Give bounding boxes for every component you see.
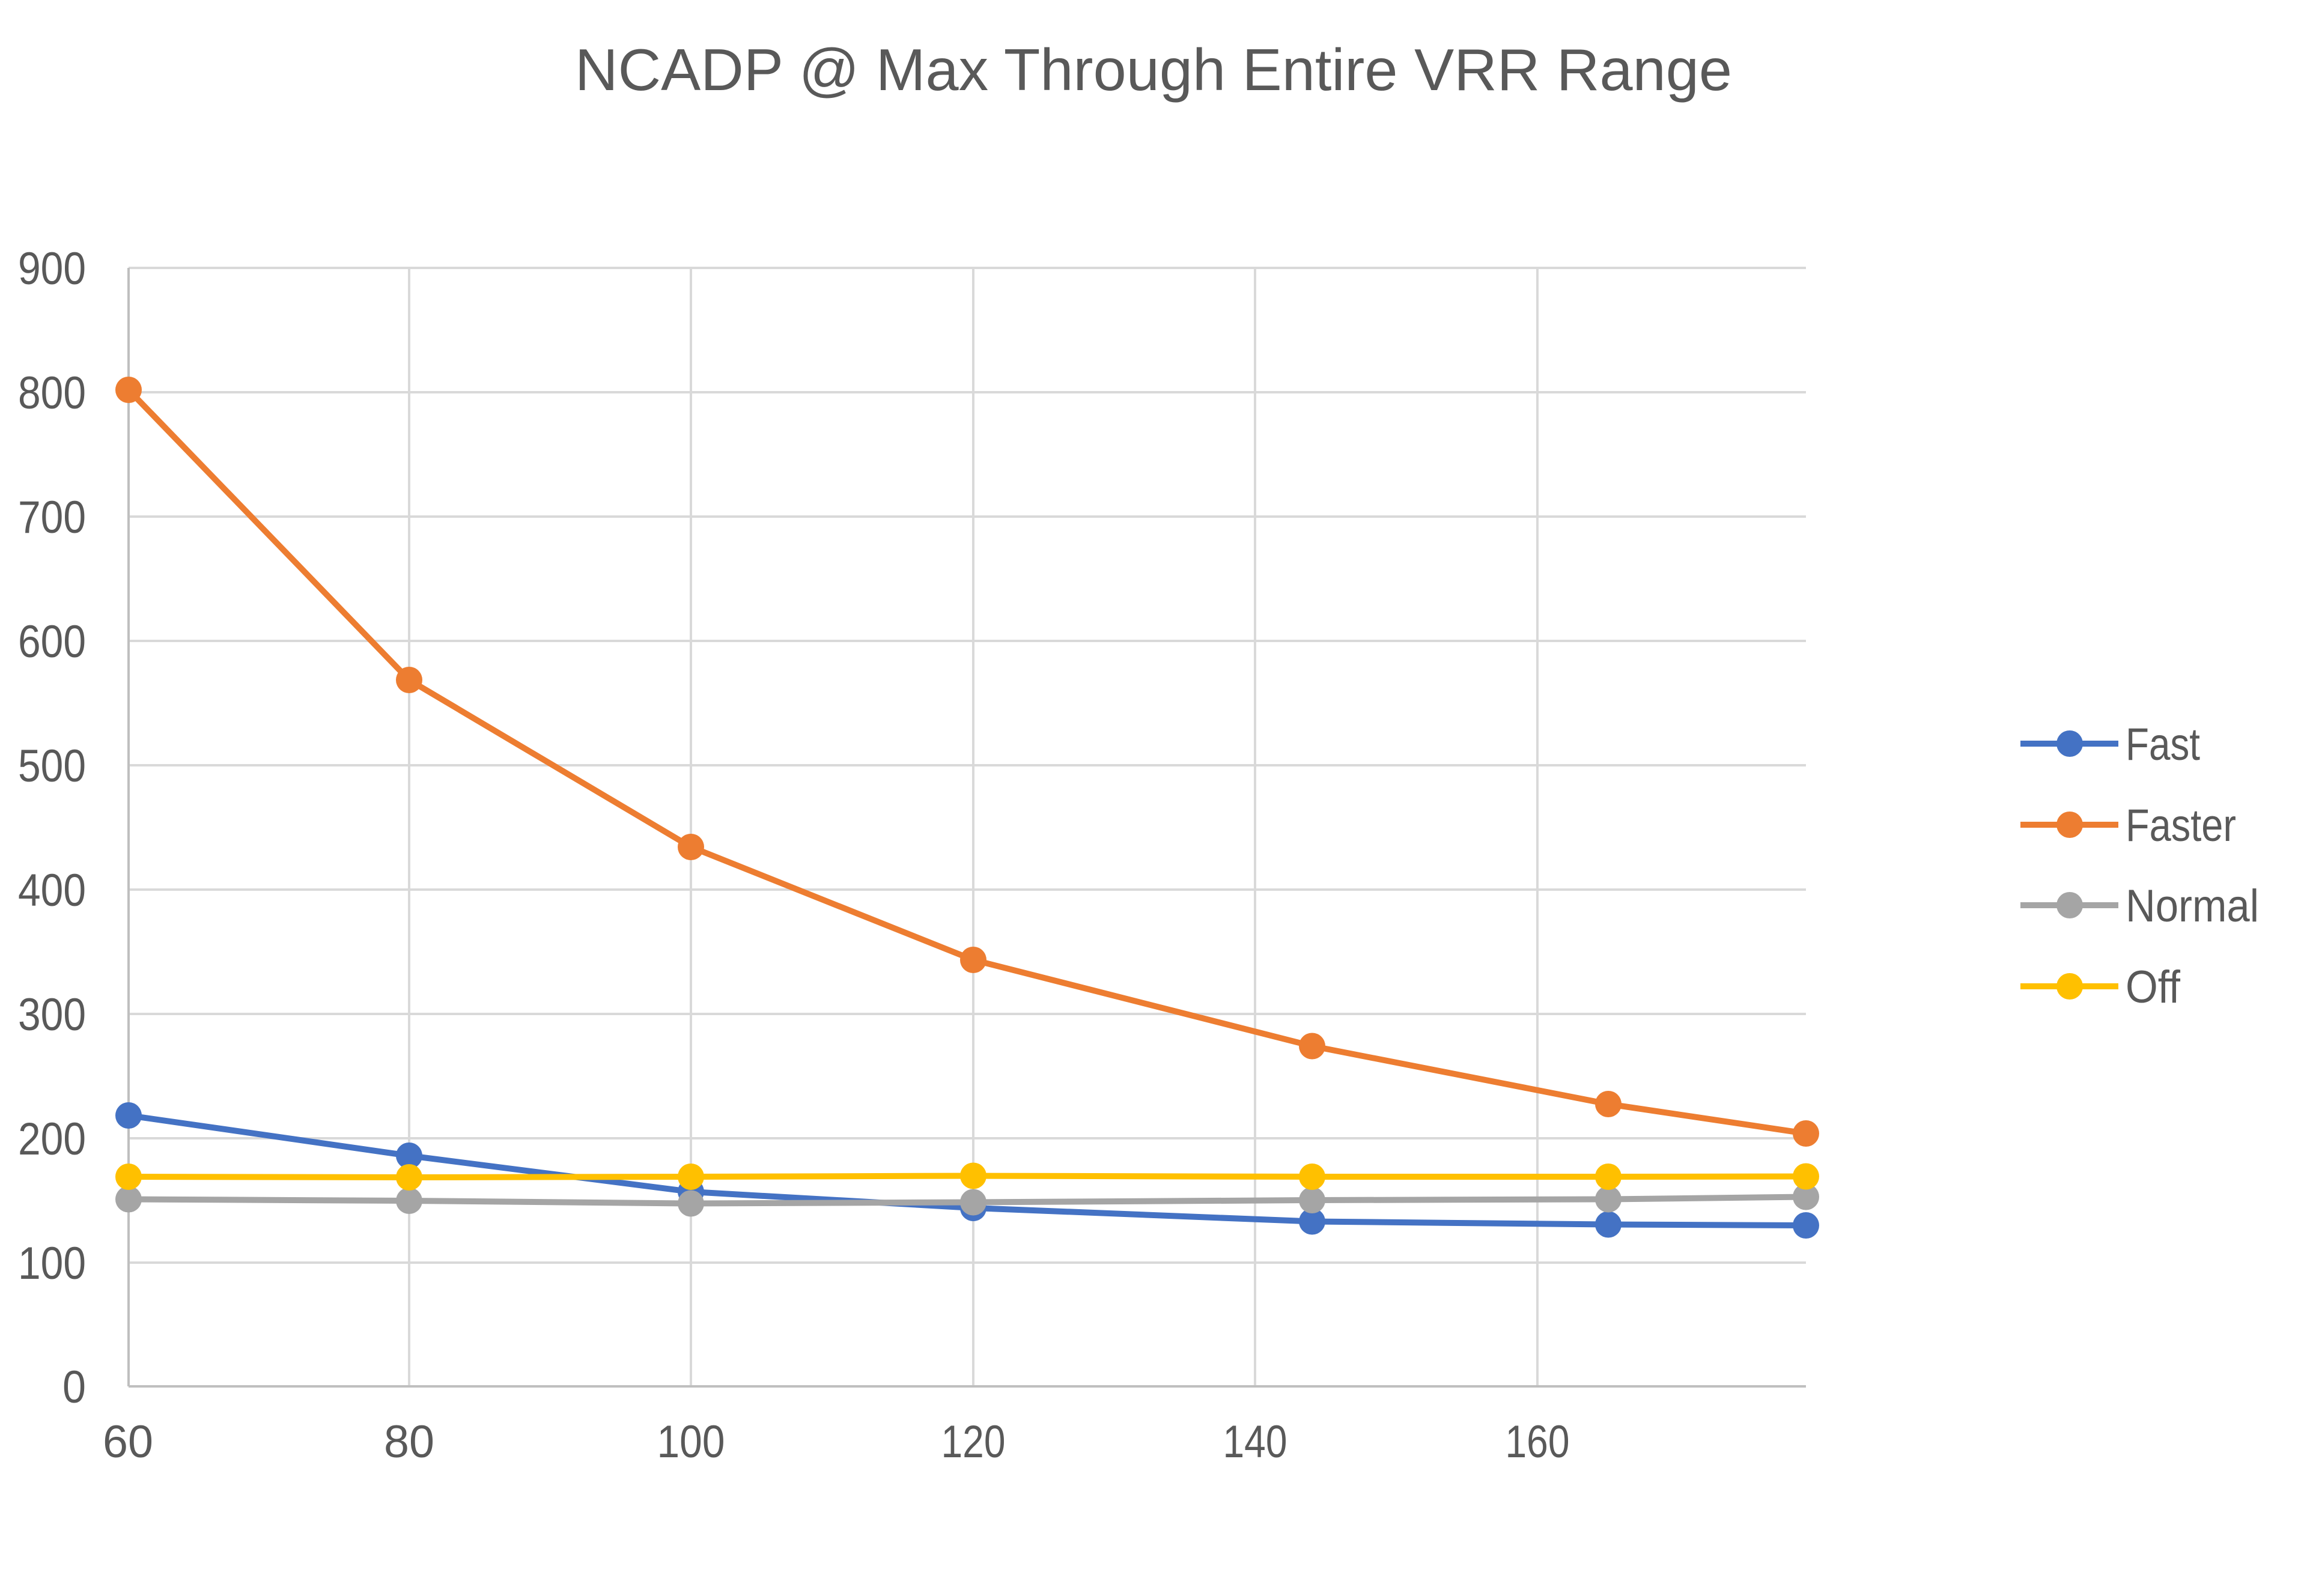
svg-text:100: 100	[18, 1238, 86, 1289]
svg-text:120: 120	[941, 1416, 1006, 1467]
svg-text:Faster: Faster	[2126, 800, 2236, 851]
svg-text:0: 0	[62, 1362, 86, 1413]
svg-text:60: 60	[103, 1416, 153, 1467]
svg-text:Fast: Fast	[2126, 719, 2200, 770]
svg-text:80: 80	[384, 1416, 434, 1467]
svg-text:200: 200	[18, 1114, 86, 1165]
svg-text:400: 400	[18, 865, 86, 916]
svg-text:900: 900	[18, 243, 86, 294]
svg-text:140: 140	[1223, 1416, 1287, 1467]
svg-text:160: 160	[1506, 1416, 1570, 1467]
svg-text:800: 800	[18, 368, 86, 419]
svg-text:500: 500	[18, 741, 86, 792]
svg-text:600: 600	[18, 616, 86, 667]
svg-text:700: 700	[18, 492, 86, 543]
svg-text:300: 300	[18, 989, 86, 1040]
svg-text:Normal: Normal	[2126, 881, 2259, 932]
svg-text:100: 100	[657, 1416, 725, 1467]
svg-text:Off: Off	[2126, 962, 2181, 1013]
svg-text:NCADP @ Max Through Entire VRR: NCADP @ Max Through Entire VRR Range	[575, 37, 1732, 103]
